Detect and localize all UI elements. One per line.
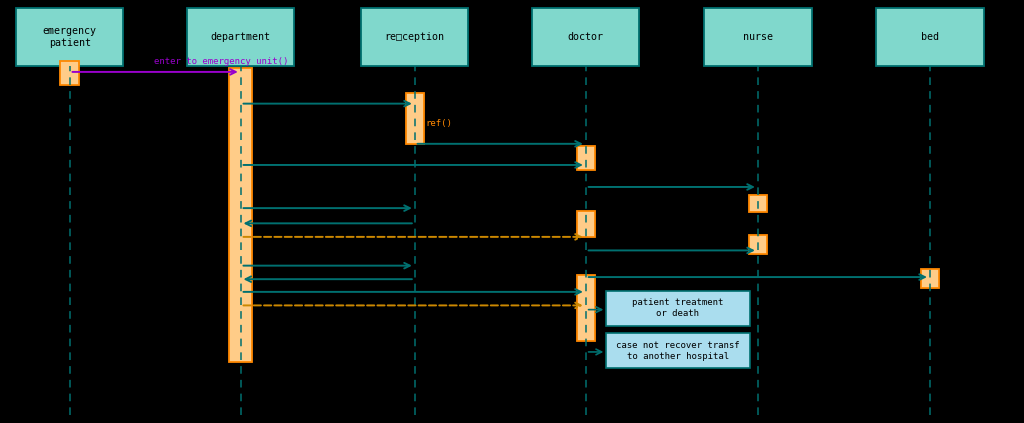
FancyBboxPatch shape <box>16 8 123 66</box>
FancyBboxPatch shape <box>921 269 939 288</box>
FancyBboxPatch shape <box>186 8 295 66</box>
Text: re□ception: re□ception <box>385 32 444 42</box>
FancyBboxPatch shape <box>60 61 79 85</box>
FancyBboxPatch shape <box>406 93 424 144</box>
FancyBboxPatch shape <box>606 333 750 368</box>
Text: patient treatment
or death: patient treatment or death <box>632 298 724 319</box>
FancyBboxPatch shape <box>749 195 767 212</box>
Text: department: department <box>211 32 270 42</box>
FancyBboxPatch shape <box>577 212 595 237</box>
FancyBboxPatch shape <box>749 235 767 254</box>
FancyBboxPatch shape <box>606 291 750 326</box>
Text: ref(): ref() <box>425 119 452 128</box>
FancyBboxPatch shape <box>532 8 639 66</box>
Text: emergency
patient: emergency patient <box>43 26 96 48</box>
Text: bed: bed <box>921 32 939 42</box>
Text: doctor: doctor <box>567 32 604 42</box>
FancyBboxPatch shape <box>577 146 595 170</box>
Text: case not recover transf
to another hospital: case not recover transf to another hospi… <box>616 341 739 361</box>
FancyBboxPatch shape <box>577 275 595 341</box>
Text: enter to emergency unit(): enter to emergency unit() <box>154 58 288 66</box>
FancyBboxPatch shape <box>705 8 811 66</box>
FancyBboxPatch shape <box>877 8 983 66</box>
FancyBboxPatch shape <box>229 68 252 362</box>
Text: nurse: nurse <box>742 32 773 42</box>
FancyBboxPatch shape <box>361 8 469 66</box>
